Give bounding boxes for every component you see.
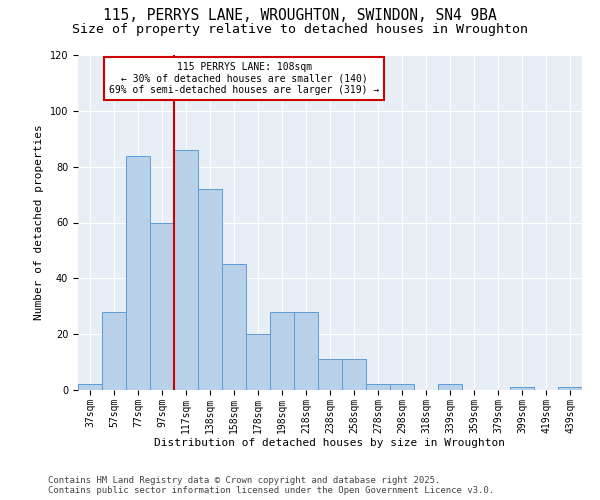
X-axis label: Distribution of detached houses by size in Wroughton: Distribution of detached houses by size … [155, 438, 505, 448]
Bar [294, 312, 318, 390]
Bar [270, 312, 294, 390]
Text: Contains HM Land Registry data © Crown copyright and database right 2025.
Contai: Contains HM Land Registry data © Crown c… [48, 476, 494, 495]
Text: 115, PERRYS LANE, WROUGHTON, SWINDON, SN4 9BA: 115, PERRYS LANE, WROUGHTON, SWINDON, SN… [103, 8, 497, 22]
Y-axis label: Number of detached properties: Number of detached properties [34, 124, 44, 320]
Text: 115 PERRYS LANE: 108sqm
← 30% of detached houses are smaller (140)
69% of semi-d: 115 PERRYS LANE: 108sqm ← 30% of detache… [109, 62, 379, 95]
Bar [318, 360, 342, 390]
Bar [174, 150, 198, 390]
Bar [438, 384, 462, 390]
Bar [246, 334, 270, 390]
Bar [342, 360, 366, 390]
Bar [510, 387, 534, 390]
Bar [78, 384, 102, 390]
Bar [558, 387, 582, 390]
Bar [150, 222, 174, 390]
Text: Size of property relative to detached houses in Wroughton: Size of property relative to detached ho… [72, 22, 528, 36]
Bar [366, 384, 390, 390]
Bar [198, 189, 222, 390]
Bar [222, 264, 246, 390]
Bar [102, 312, 126, 390]
Bar [390, 384, 414, 390]
Bar [126, 156, 150, 390]
